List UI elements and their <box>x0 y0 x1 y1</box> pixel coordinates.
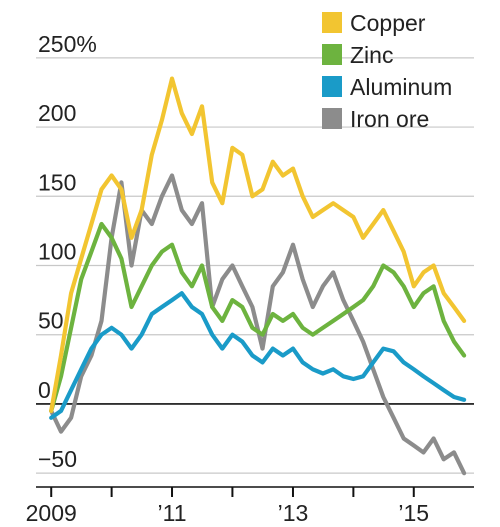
series-lines <box>49 76 467 476</box>
legend-swatch <box>322 44 342 65</box>
series-line-iron-ore <box>49 173 467 476</box>
legend-swatch <box>322 12 342 33</box>
x-tick-label: ’11 <box>158 500 187 526</box>
legend-swatch <box>322 108 342 129</box>
y-tick-label: −50 <box>38 446 77 472</box>
series-line-zinc <box>49 221 467 413</box>
legend: Copper Zinc Aluminum Iron ore <box>322 10 452 132</box>
y-tick-label: 0 <box>38 377 51 403</box>
y-axis-tick-labels: 250% 200 150 100 50 0 −50 <box>38 31 97 472</box>
series-line-copper <box>49 76 467 413</box>
y-tick-label: 150 <box>38 169 76 195</box>
y-tick-label: 250% <box>38 31 97 57</box>
x-tick-label: ’13 <box>278 500 309 526</box>
legend-label: Copper <box>350 10 426 36</box>
legend-label: Zinc <box>350 42 393 68</box>
x-tick-label: 2009 <box>26 500 77 526</box>
legend-label: Aluminum <box>350 74 452 100</box>
x-tick-label: ’15 <box>398 500 429 526</box>
x-axis: 2009 ’11 ’13 ’15 <box>26 486 474 526</box>
legend-swatch <box>322 76 342 97</box>
y-tick-label: 100 <box>38 239 76 265</box>
legend-label: Iron ore <box>350 106 429 132</box>
y-tick-label: 50 <box>38 308 64 334</box>
y-tick-label: 200 <box>38 100 76 126</box>
series-line-aluminum <box>49 291 467 420</box>
